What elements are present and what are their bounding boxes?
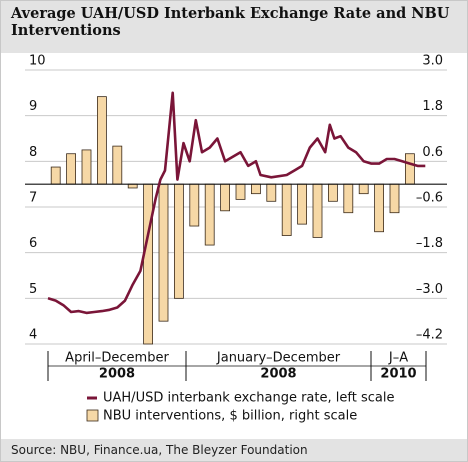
chart-title: Average UAH/USD Interbank Exchange Rate …	[1, 1, 467, 53]
bar	[235, 183, 246, 200]
bar	[343, 183, 354, 214]
y2-tick-label: –1.8	[416, 236, 443, 251]
legend-label: NBU interventions, $ billion, right scal…	[103, 409, 357, 424]
y-tick-label: 6	[29, 236, 37, 251]
x-group-year: 2008	[99, 367, 135, 382]
y-tick-label: 9	[29, 99, 37, 114]
y2-tick-label: 1.8	[422, 99, 443, 114]
bar	[250, 183, 261, 195]
x-group-label: April–December	[65, 351, 169, 366]
bar	[312, 183, 323, 238]
bar	[327, 183, 338, 202]
bar	[281, 183, 292, 236]
y-tick-label: 7	[29, 191, 37, 206]
bar	[266, 183, 277, 202]
legend-label: UAH/USD interbank exchange rate, left sc…	[103, 391, 394, 406]
bar	[81, 149, 92, 185]
bar	[66, 153, 76, 185]
y2-tick-label: 3.0	[422, 54, 443, 69]
y2-tick-label: –0.6	[416, 191, 443, 206]
bar	[374, 183, 385, 233]
bar	[158, 183, 169, 322]
bar	[173, 183, 184, 299]
x-group-label: January–December	[216, 351, 341, 366]
x-group-label: J–A	[388, 351, 408, 366]
x-group-year: 2010	[380, 367, 416, 382]
y-tick-label: 10	[29, 54, 46, 69]
bar	[358, 183, 369, 195]
legend-swatch	[86, 409, 99, 422]
bar	[220, 183, 231, 212]
rate-line	[47, 91, 426, 315]
bar	[50, 166, 61, 185]
y2-tick-label: 0.6	[422, 145, 443, 160]
bar	[143, 183, 154, 345]
bar	[204, 183, 215, 246]
bar	[112, 145, 123, 185]
x-group-year: 2008	[260, 367, 296, 382]
bar	[404, 153, 415, 185]
y-tick-label: 8	[29, 145, 37, 160]
bar	[389, 183, 400, 214]
y2-tick-label: –3.0	[416, 282, 443, 297]
y-tick-label: 4	[29, 328, 37, 343]
bar	[297, 183, 308, 225]
source-note: Source: NBU, Finance.ua, The Bleyzer Fou…	[1, 439, 467, 461]
bar	[97, 96, 107, 185]
bar	[189, 183, 200, 227]
y2-tick-label: –4.2	[416, 328, 443, 343]
y-tick-label: 5	[29, 282, 37, 297]
